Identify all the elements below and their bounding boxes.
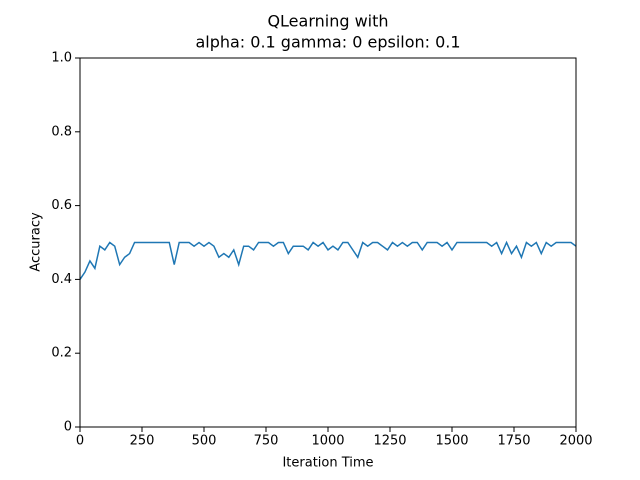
- x-tick-label: 1250: [373, 434, 406, 449]
- x-tick-label: 500: [192, 434, 217, 449]
- chart-title: QLearning with: [267, 12, 388, 31]
- x-tick-label: 250: [130, 434, 155, 449]
- x-tick-label: 750: [254, 434, 279, 449]
- chart-subtitle: alpha: 0.1 gamma: 0 epsilon: 0.1: [195, 33, 460, 52]
- y-tick-label: 0.8: [51, 124, 72, 139]
- data-line: [79, 240, 577, 280]
- x-tick-label: 1000: [311, 434, 344, 449]
- x-tick-label: 1500: [435, 434, 468, 449]
- y-tick-label: 0.2: [51, 346, 72, 361]
- x-tick-label: 1750: [497, 434, 530, 449]
- y-tick-label: 0.4: [51, 272, 72, 287]
- y-tick-label: 1.0: [51, 51, 72, 66]
- plot-frame: [79, 57, 577, 428]
- y-axis-label: Accuracy: [29, 212, 44, 272]
- y-tick-label: 0: [64, 420, 72, 435]
- x-tick-label: 0: [76, 434, 84, 449]
- x-axis-label: Iteration Time: [282, 456, 373, 471]
- y-tick-label: 0.6: [51, 198, 72, 213]
- x-tick-label: 2000: [559, 434, 592, 449]
